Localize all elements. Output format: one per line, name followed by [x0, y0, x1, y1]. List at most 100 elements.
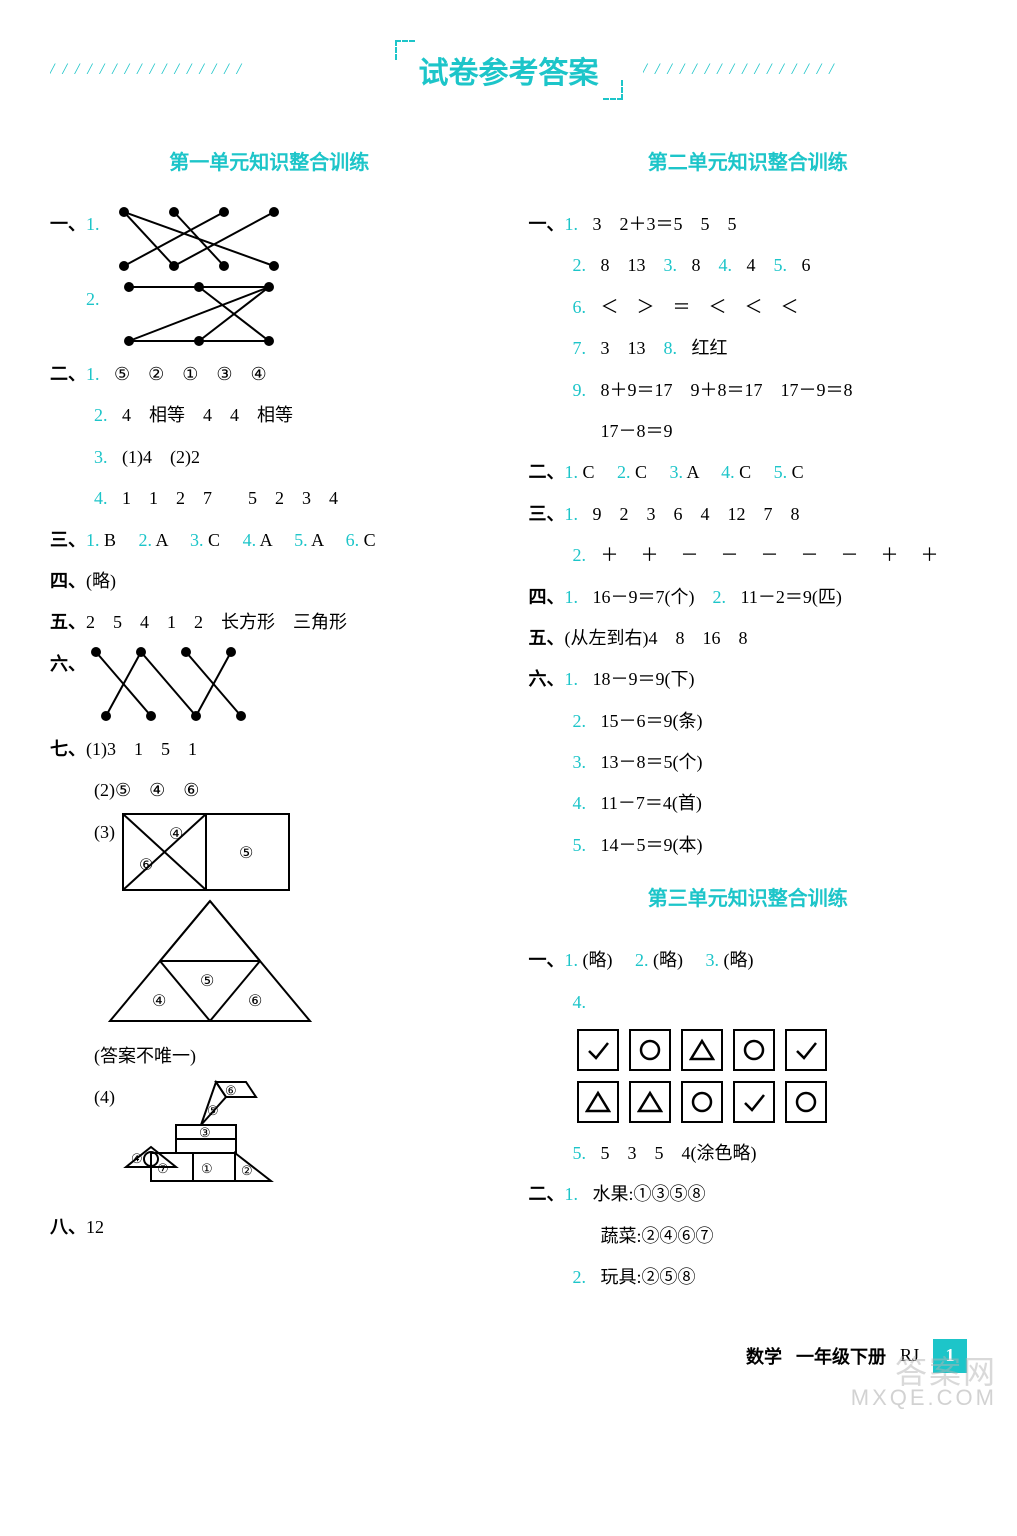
answer-text: (略) — [724, 950, 754, 970]
item-number: 6. — [573, 287, 601, 328]
item-number: 2. — [713, 577, 741, 618]
answer-text: C — [364, 530, 376, 550]
rect-diagram: ④ ⑥ ⑤ — [121, 812, 291, 892]
answer-text: 11－7＝4(首) — [601, 783, 702, 824]
item-number: 1. — [565, 462, 579, 482]
item-number: 9. — [573, 370, 601, 411]
item-number: 1. — [565, 494, 593, 535]
sec-label: 二、 — [50, 354, 86, 395]
item-number: 4. — [243, 530, 257, 550]
answer-text: 14－5＝9(本) — [601, 825, 703, 866]
item-number: 3. — [670, 462, 684, 482]
answer-text: C — [635, 462, 647, 482]
answer-text: 9 2 3 6 4 12 7 8 — [593, 494, 800, 535]
item-number: 2. — [573, 535, 601, 576]
sec-label: 一、 — [529, 940, 565, 981]
item-number: 4. — [94, 478, 122, 519]
svg-text:④: ④ — [152, 993, 166, 1010]
sec-label: 八、 — [50, 1207, 86, 1248]
answer-text: 8 — [692, 245, 719, 286]
item-number: 3. — [94, 437, 122, 478]
sec-label: 三、 — [529, 494, 565, 535]
answer-text: 4 — [747, 245, 774, 286]
item-number: 5. — [294, 530, 308, 550]
answer-text: 18－9＝9(下) — [593, 659, 695, 700]
page-footer: 数学 一年级下册 RJ 1 — [50, 1339, 967, 1373]
right-column: 第二单元知识整合训练 一、 1. 3 2＋3＝5 5 5 2. 8 13 3. … — [529, 140, 968, 1299]
sec-label: 四、 — [529, 577, 565, 618]
answer-text: A — [311, 530, 323, 550]
shape-check — [577, 1029, 619, 1071]
svg-text:④: ④ — [131, 1151, 143, 1166]
sec-label: 五、 — [50, 602, 86, 643]
sec-label: 七、 — [50, 729, 86, 770]
answer-text: C — [208, 530, 220, 550]
content-columns: 第一单元知识整合训练 一、 1. — [50, 140, 967, 1299]
item-number: 5. — [573, 1133, 601, 1174]
shape-circle — [629, 1029, 671, 1071]
answer-text: 6 — [802, 245, 811, 286]
item-number: 1. — [86, 530, 100, 550]
answer-text: 玩具:②⑤⑧ — [601, 1257, 696, 1298]
answer-text: 3 2＋3＝5 5 5 — [593, 204, 737, 245]
answer-text: (2)⑤ ④ ⑥ — [94, 770, 199, 811]
note-text: (答案不唯一) — [94, 1036, 489, 1077]
decor-slashes-right: / / / / / / / / / / / / / / / / — [643, 61, 968, 79]
footer-subject: 数学 — [746, 1343, 782, 1369]
left-column: 第一单元知识整合训练 一、 1. — [50, 140, 489, 1299]
answer-text: 8＋9＝17 9＋8＝17 17－9＝8 — [601, 370, 853, 411]
item-label: (4) — [94, 1077, 115, 1118]
svg-text:③: ③ — [199, 1125, 211, 1140]
answer-text: 5 3 5 4(涂色略) — [601, 1133, 757, 1174]
svg-text:⑥: ⑥ — [248, 993, 262, 1010]
answer-text: (略) — [583, 950, 631, 970]
item-number: 4. — [573, 982, 601, 1023]
item-number: 2. — [573, 1257, 601, 1298]
item-number: 2. — [617, 462, 631, 482]
answer-text: 12 — [86, 1207, 104, 1248]
answer-text: (略) — [653, 950, 701, 970]
item-number: 3. — [573, 742, 601, 783]
answer-text: ⑤ ② ① ③ ④ — [114, 354, 267, 395]
unit3-title: 第三单元知识整合训练 — [529, 876, 968, 922]
item-number: 1. — [565, 577, 593, 618]
answer-text: A — [156, 530, 168, 550]
item-number: 5. — [774, 462, 788, 482]
item-number: 1. — [565, 204, 593, 245]
answer-text: A — [260, 530, 272, 550]
svg-text:②: ② — [241, 1163, 253, 1178]
item-number: 1. — [86, 354, 114, 395]
item-number: 7. — [573, 328, 601, 369]
sec-label: 六、 — [50, 644, 86, 685]
answer-text: C — [583, 462, 595, 482]
svg-text:①: ① — [201, 1161, 213, 1176]
sec-label: 五、 — [529, 618, 565, 659]
answer-text: 11－2＝9(匹) — [741, 577, 842, 618]
cross-diagram-2 — [114, 279, 284, 354]
shape-circle — [785, 1081, 827, 1123]
item-number: 3. — [706, 950, 720, 970]
page-header: / / / / / / / / / / / / / / / / 试卷参考答案 /… — [50, 40, 967, 100]
footer-edition: RJ — [900, 1345, 919, 1366]
unit1-title: 第一单元知识整合训练 — [50, 140, 489, 186]
item-number: 1. — [565, 659, 593, 700]
svg-text:⑥: ⑥ — [225, 1083, 237, 1098]
shape-row — [577, 1081, 968, 1123]
sec-label: 一、 — [50, 204, 86, 245]
sec-label: 四、 — [50, 561, 86, 602]
item-number: 2. — [635, 950, 649, 970]
item-number: 4. — [719, 245, 747, 286]
answer-text: 红红 — [692, 328, 728, 369]
answer-text: (从左到右)4 8 16 8 — [565, 618, 748, 659]
item-number: 1. — [565, 1174, 593, 1215]
answer-text: A — [687, 462, 699, 482]
answer-text: 8 13 — [601, 245, 664, 286]
item-number: 8. — [664, 328, 692, 369]
answer-text: 17－8＝9 — [601, 411, 673, 452]
sec-label: 一、 — [529, 204, 565, 245]
answer-text: 1 1 2 7 5 2 3 4 — [122, 478, 338, 519]
answer-text: C — [739, 462, 751, 482]
item-number: 1. — [86, 204, 114, 245]
item-number: 1. — [565, 950, 579, 970]
answer-text: 3 13 — [601, 328, 664, 369]
